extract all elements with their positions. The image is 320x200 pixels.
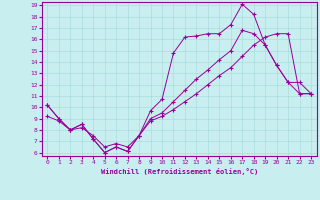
X-axis label: Windchill (Refroidissement éolien,°C): Windchill (Refroidissement éolien,°C) bbox=[100, 168, 258, 175]
